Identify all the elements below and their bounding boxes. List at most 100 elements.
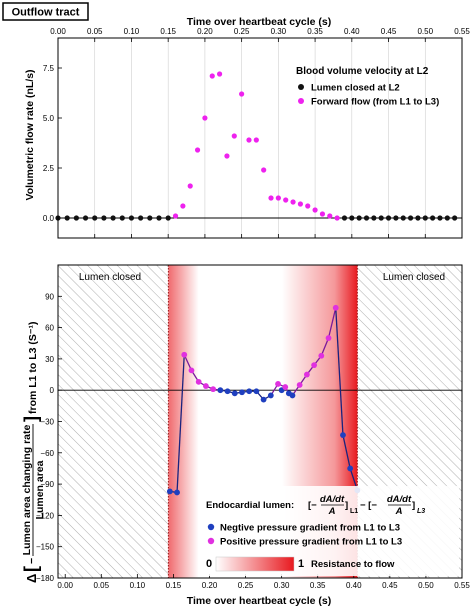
colorbar-label: Resistance to flow [311, 559, 395, 570]
bottom-x-tick-label: 0.20 [202, 581, 218, 590]
positive-gradient-point [325, 335, 332, 341]
top-y-tick-label: 5.0 [43, 114, 55, 123]
closed-region-left [58, 265, 169, 578]
positive-gradient-point [188, 367, 195, 374]
negative-gradient-point [253, 388, 260, 395]
positive-gradient-point [282, 384, 289, 390]
closed-data-point [356, 215, 362, 221]
forward-flow-data-point [172, 213, 179, 219]
bottom-y-axis-delta: Δ [24, 574, 39, 583]
top-x-tick-label: 0.30 [271, 27, 287, 36]
top-x-tick-label: 0.15 [160, 27, 176, 36]
negative-gradient-point [347, 465, 354, 472]
bottom-y-tick-label: −180 [36, 574, 55, 583]
top-legend-title: Blood volume velocity at L2 [296, 66, 429, 77]
forward-flow-data-point [268, 195, 274, 201]
bottom-y-axis-bracket-close: ] [21, 416, 41, 422]
top-grid [94, 38, 426, 238]
closed-data-point [371, 215, 377, 221]
negative-gradient-point [260, 396, 267, 403]
closed-data-point [385, 215, 392, 221]
bottom-x-tick-label: 0.45 [382, 581, 398, 590]
legend-formula-a-2: A [395, 506, 403, 517]
top-x-tick-label: 0.25 [234, 27, 250, 36]
positive-gradient-point [296, 382, 303, 388]
closed-data-point [138, 215, 144, 221]
bottom-x-tick-label: 0.50 [418, 581, 434, 590]
bottom-x-axis-label: Time over heartbeat cycle (s) [187, 595, 332, 607]
closed-data-point [422, 215, 428, 221]
lumen-closed-left-label: Lumen closed [79, 272, 141, 283]
negative-gradient-point [246, 388, 253, 395]
forward-flow-data-point [187, 183, 193, 189]
lumen-closed-right-label: Lumen closed [383, 272, 445, 283]
bottom-x-tick-label: 0.10 [130, 581, 146, 590]
bottom-y-tick-label: 0 [50, 386, 55, 395]
negative-gradient-point [289, 392, 296, 399]
legend-formula-sub-l1: L1 [350, 508, 358, 515]
top-legend-closed-label: Lumen closed at L2 [311, 83, 400, 94]
closed-data-point [165, 215, 171, 221]
closed-data-point [128, 215, 135, 221]
bottom-y-tick-label: 90 [45, 292, 54, 301]
closed-data-point [119, 215, 125, 221]
negative-gradient-point [174, 489, 180, 496]
forward-flow-data-point [224, 153, 230, 159]
closed-data-point [452, 215, 458, 221]
bottom-y-tick-label: −60 [40, 449, 54, 458]
series-line-segment [327, 307, 337, 339]
bottom-y-tick-label: −150 [36, 543, 55, 552]
bottom-y-axis-denominator: Lumen area [34, 460, 46, 519]
colorbar-min-label: 0 [206, 558, 212, 570]
forward-flow-data-point [209, 73, 215, 79]
positive-gradient-point [195, 378, 202, 385]
lumen-area-chart: 0.00 0.05 0.10 0.15 0.20 0.25 0.30 0.35 0.40 0.45… [21, 264, 470, 607]
bottom-x-tick-label: 0.15 [166, 581, 182, 590]
bottom-legend-negative-label: Negtive pressure gradient from L1 to L3 [220, 523, 400, 534]
top-x-tick-label: 0.20 [197, 27, 213, 36]
bottom-x-tick-label: 0.25 [238, 581, 254, 590]
closed-data-point [430, 215, 436, 221]
top-x-tick-label: 0.35 [307, 27, 323, 36]
negative-gradient-point [224, 388, 231, 395]
positive-gradient-point [303, 371, 310, 378]
bottom-legend-negative-marker [207, 523, 215, 531]
bottom-x-tick-label: 0.35 [310, 581, 326, 590]
top-legend-forward-marker [298, 98, 304, 104]
legend-formula-mid: − [− [360, 500, 377, 511]
negative-gradient-point [239, 389, 245, 396]
legend-formula-close-2: ] [412, 500, 415, 511]
closed-data-point [92, 215, 98, 221]
closed-data-point [378, 215, 384, 221]
top-x-tick-label: 0.45 [381, 27, 397, 36]
top-y-tick-label: 7.5 [43, 64, 55, 73]
forward-flow-data-point [202, 115, 208, 121]
closed-data-point [400, 215, 406, 221]
colorbar-max-label: 1 [298, 558, 304, 570]
bottom-y-axis-suffix: from L1 to L3 (S⁻¹) [27, 322, 39, 414]
negative-gradient-point [267, 392, 274, 399]
bottom-legend-positive-label: Positive pressure gradient from L1 to L3 [220, 537, 402, 548]
forward-flow-data-point [312, 207, 318, 213]
forward-flow-data-point [290, 199, 296, 205]
bottom-x-tick-label: 0.05 [93, 581, 109, 590]
top-x-tick-label: 0.10 [124, 27, 140, 36]
closed-data-point [64, 215, 70, 221]
negative-gradient-point [340, 432, 346, 438]
closed-data-point [437, 215, 443, 221]
top-y-tick-label: 0.0 [43, 214, 55, 223]
panel-title-box: Outflow tract [2, 2, 89, 21]
closed-data-point [415, 215, 421, 221]
bottom-y-tick-label: 60 [45, 324, 54, 333]
legend-formula-dadt-2: dA/dt [387, 494, 412, 505]
bottom-y-tick-label: −90 [40, 480, 54, 489]
bottom-y-axis-bracket-open: [ [21, 566, 41, 572]
positive-gradient-point [332, 304, 339, 311]
forward-flow-data-point [305, 203, 311, 209]
forward-flow-data-point [253, 137, 259, 143]
positive-gradient-point [311, 362, 318, 369]
forward-flow-data-point [246, 137, 252, 143]
forward-flow-data-point [231, 133, 237, 139]
bottom-x-tick-label: 0.30 [274, 581, 290, 590]
